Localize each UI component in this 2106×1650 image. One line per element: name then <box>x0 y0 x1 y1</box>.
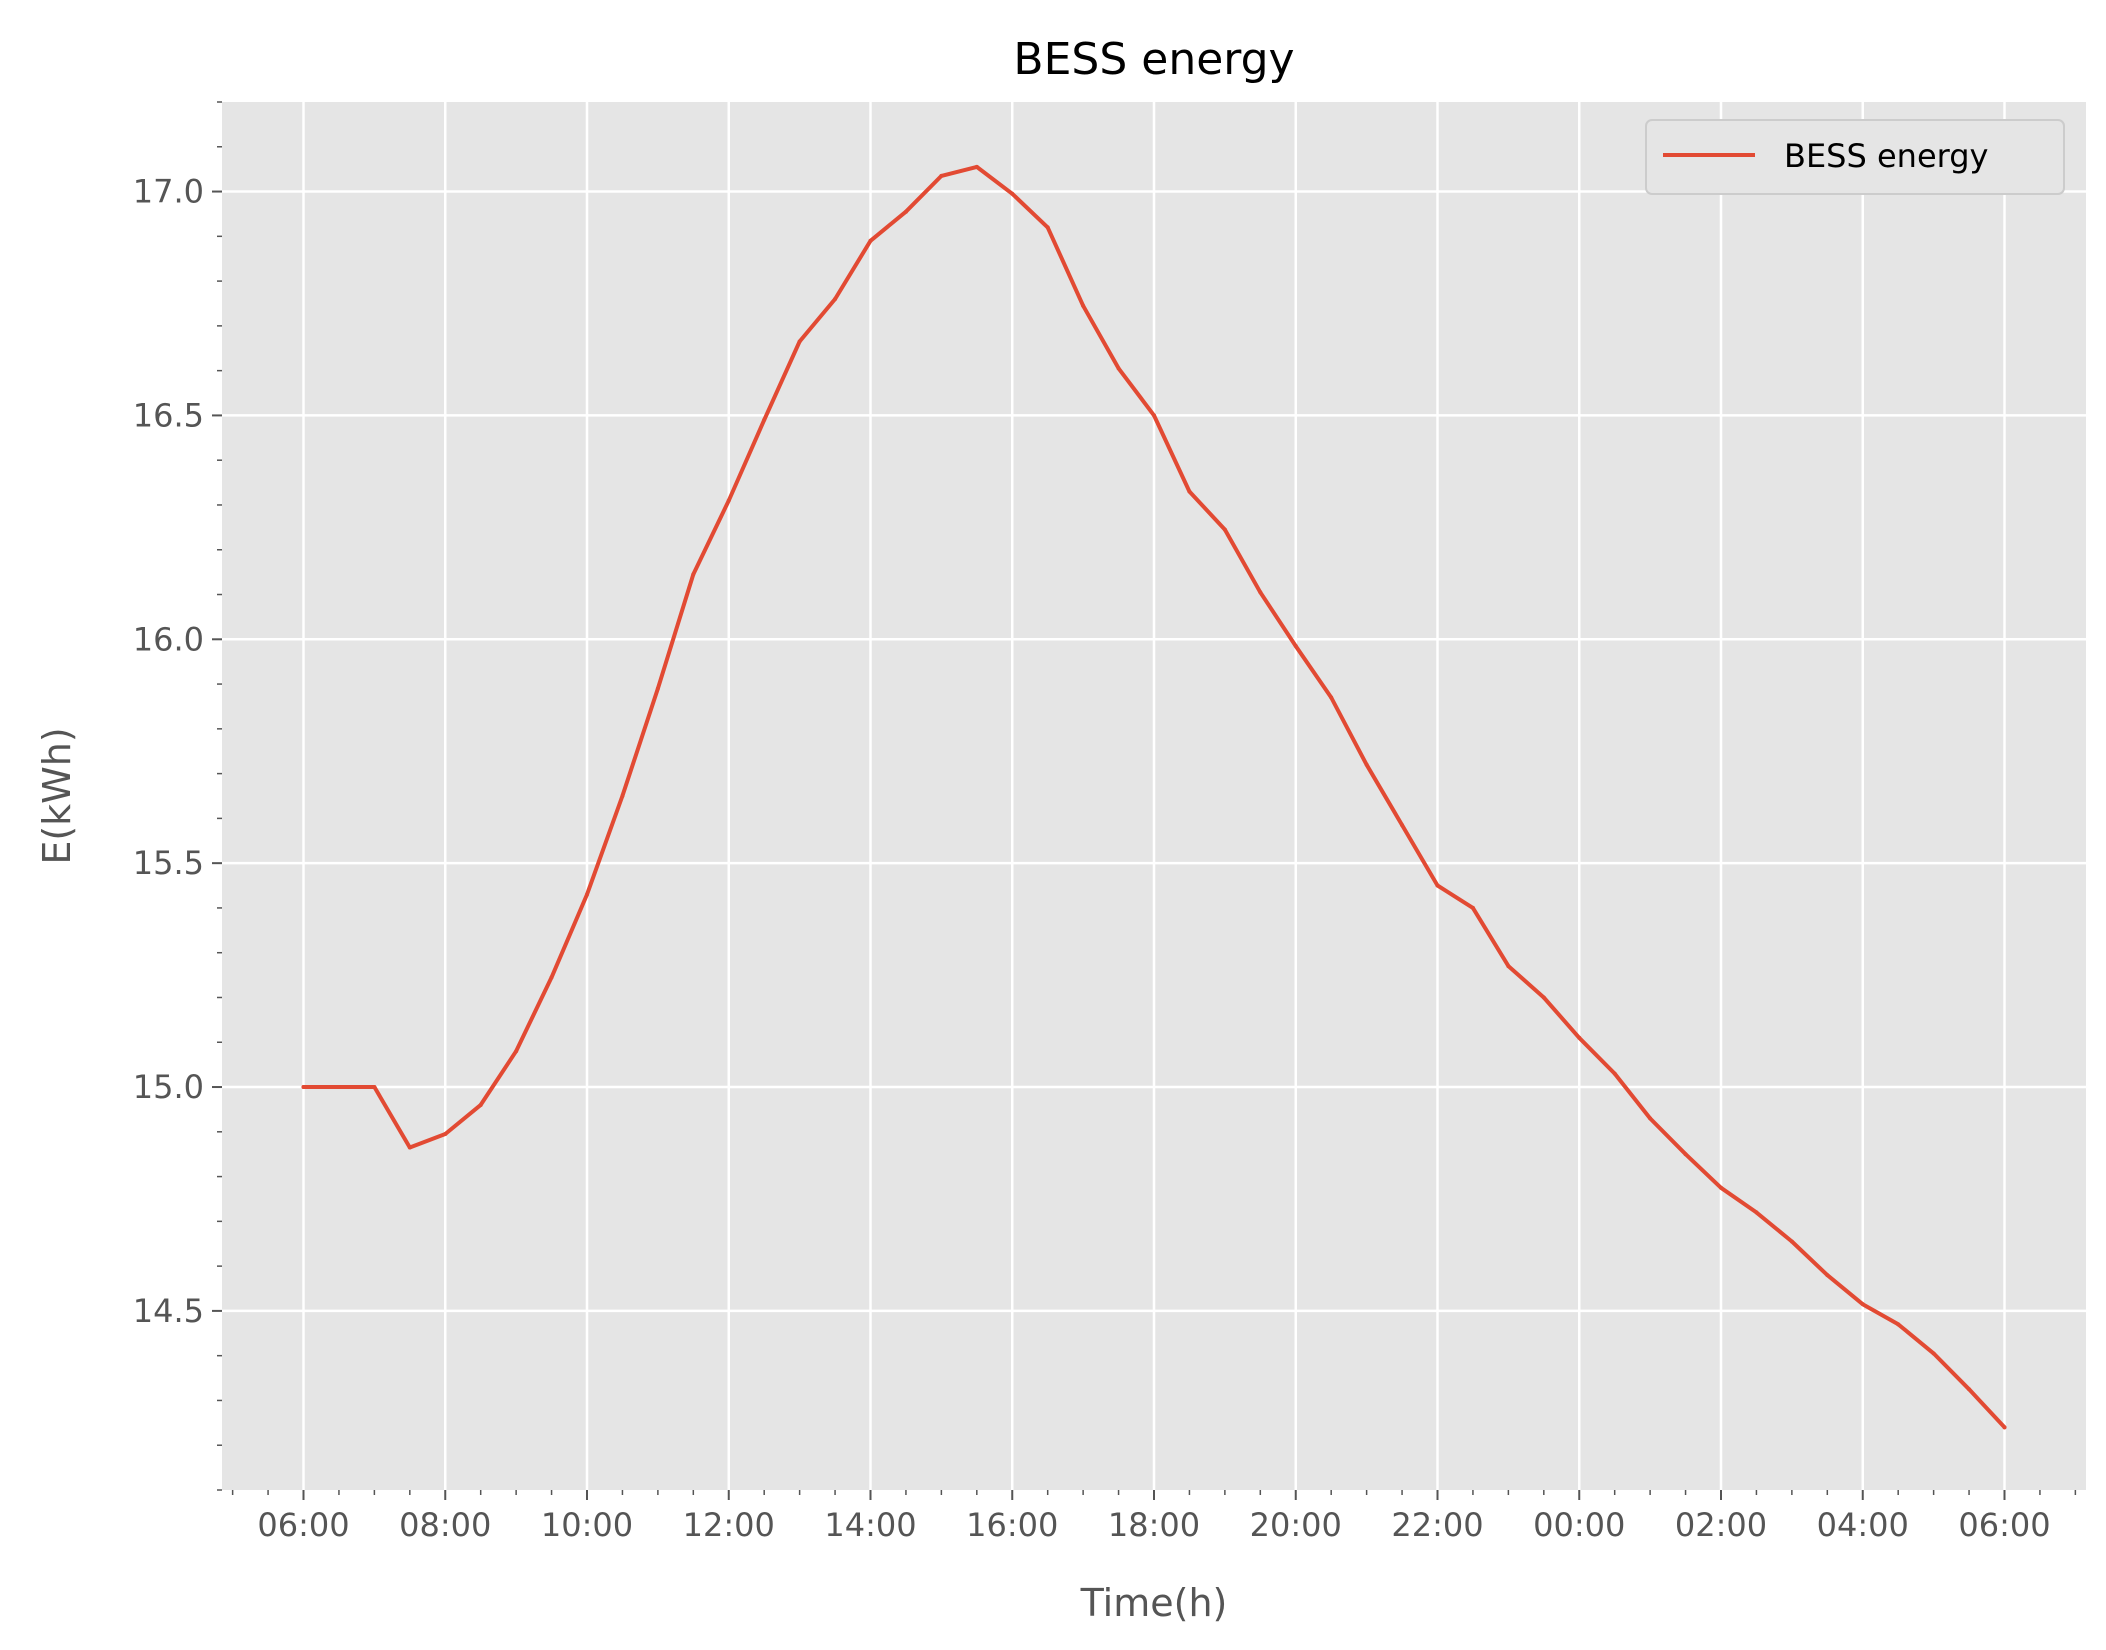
data-point <box>1789 1239 1794 1244</box>
x-tick-label: 08:00 <box>399 1506 491 1544</box>
data-point <box>372 1085 377 1090</box>
x-tick-label: 16:00 <box>966 1506 1058 1544</box>
x-axis-label: Time(h) <box>1080 1581 1228 1625</box>
data-point <box>1541 995 1546 1000</box>
data-point <box>1152 413 1156 418</box>
x-tick-label: 14:00 <box>824 1506 916 1544</box>
x-tick-label: 06:00 <box>257 1506 349 1544</box>
legend-label-bess-energy: BESS energy <box>1784 137 1988 175</box>
data-point <box>336 1085 341 1090</box>
data-point <box>1825 1273 1830 1278</box>
data-point <box>1293 644 1298 649</box>
x-tick-label: 12:00 <box>683 1506 775 1544</box>
x-tick-label: 04:00 <box>1817 1506 1909 1544</box>
data-point <box>1435 883 1440 888</box>
y-tick-label: 17.0 <box>133 173 204 211</box>
data-point <box>1506 964 1511 969</box>
data-point <box>478 1102 483 1107</box>
data-point <box>903 209 908 214</box>
data-point <box>833 297 838 302</box>
x-tick-label: 22:00 <box>1391 1506 1483 1544</box>
data-point <box>1045 225 1050 230</box>
data-point <box>1683 1152 1688 1157</box>
data-point <box>797 339 802 344</box>
data-point <box>655 686 660 691</box>
x-tick-label: 10:00 <box>541 1506 633 1544</box>
axis-ticks: 06:00 08:00 10:00 12:00 14:00 16:00 18:00 20:00… <box>133 101 2077 1544</box>
data-point <box>1329 695 1334 700</box>
data-point <box>301 1085 306 1090</box>
data-point <box>1010 191 1015 196</box>
data-point <box>1577 1035 1582 1040</box>
data-point <box>443 1132 448 1137</box>
data-point <box>762 417 767 422</box>
data-point <box>1364 762 1369 767</box>
legend: BESS energy <box>1645 119 2065 195</box>
data-point <box>620 794 625 798</box>
data-point <box>1116 366 1121 371</box>
y-tick-label: 15.0 <box>133 1068 204 1106</box>
series-layer <box>301 164 2007 1430</box>
y-tick-label: 16.5 <box>133 396 204 434</box>
x-tick-label: 20:00 <box>1250 1506 1342 1544</box>
y-tick-label: 16.0 <box>133 620 204 658</box>
x-tick-label: 00:00 <box>1533 1506 1625 1544</box>
data-point <box>1187 489 1192 494</box>
data-point <box>1400 823 1405 828</box>
x-tick-label: 02:00 <box>1675 1506 1767 1544</box>
data-point <box>2002 1425 2007 1430</box>
chart-title: BESS energy <box>1013 34 1294 85</box>
data-point <box>1258 590 1263 595</box>
data-point <box>974 164 979 169</box>
data-point <box>1222 527 1227 532</box>
data-point <box>939 173 944 178</box>
x-tick-label: 06:00 <box>1958 1506 2050 1544</box>
y-tick-label: 14.5 <box>133 1292 204 1330</box>
data-point <box>585 892 590 897</box>
data-point <box>691 572 696 577</box>
data-point <box>868 238 873 243</box>
data-point <box>514 1049 519 1054</box>
data-point <box>1648 1116 1653 1121</box>
data-point <box>407 1145 412 1150</box>
data-point <box>549 975 554 980</box>
data-point <box>1860 1302 1865 1307</box>
data-point <box>1612 1071 1617 1076</box>
y-tick-label: 15.5 <box>133 844 204 882</box>
data-point <box>726 498 731 503</box>
data-point <box>1718 1185 1723 1190</box>
data-point <box>1754 1210 1759 1215</box>
data-point <box>1081 303 1086 308</box>
x-tick-label: 18:00 <box>1108 1506 1200 1544</box>
data-point <box>1967 1387 1972 1392</box>
data-point <box>1470 905 1475 910</box>
legend-box <box>1645 119 2065 195</box>
data-point <box>1931 1351 1936 1356</box>
y-axis-label: E(kWh) <box>35 727 79 864</box>
data-point <box>1896 1322 1901 1327</box>
